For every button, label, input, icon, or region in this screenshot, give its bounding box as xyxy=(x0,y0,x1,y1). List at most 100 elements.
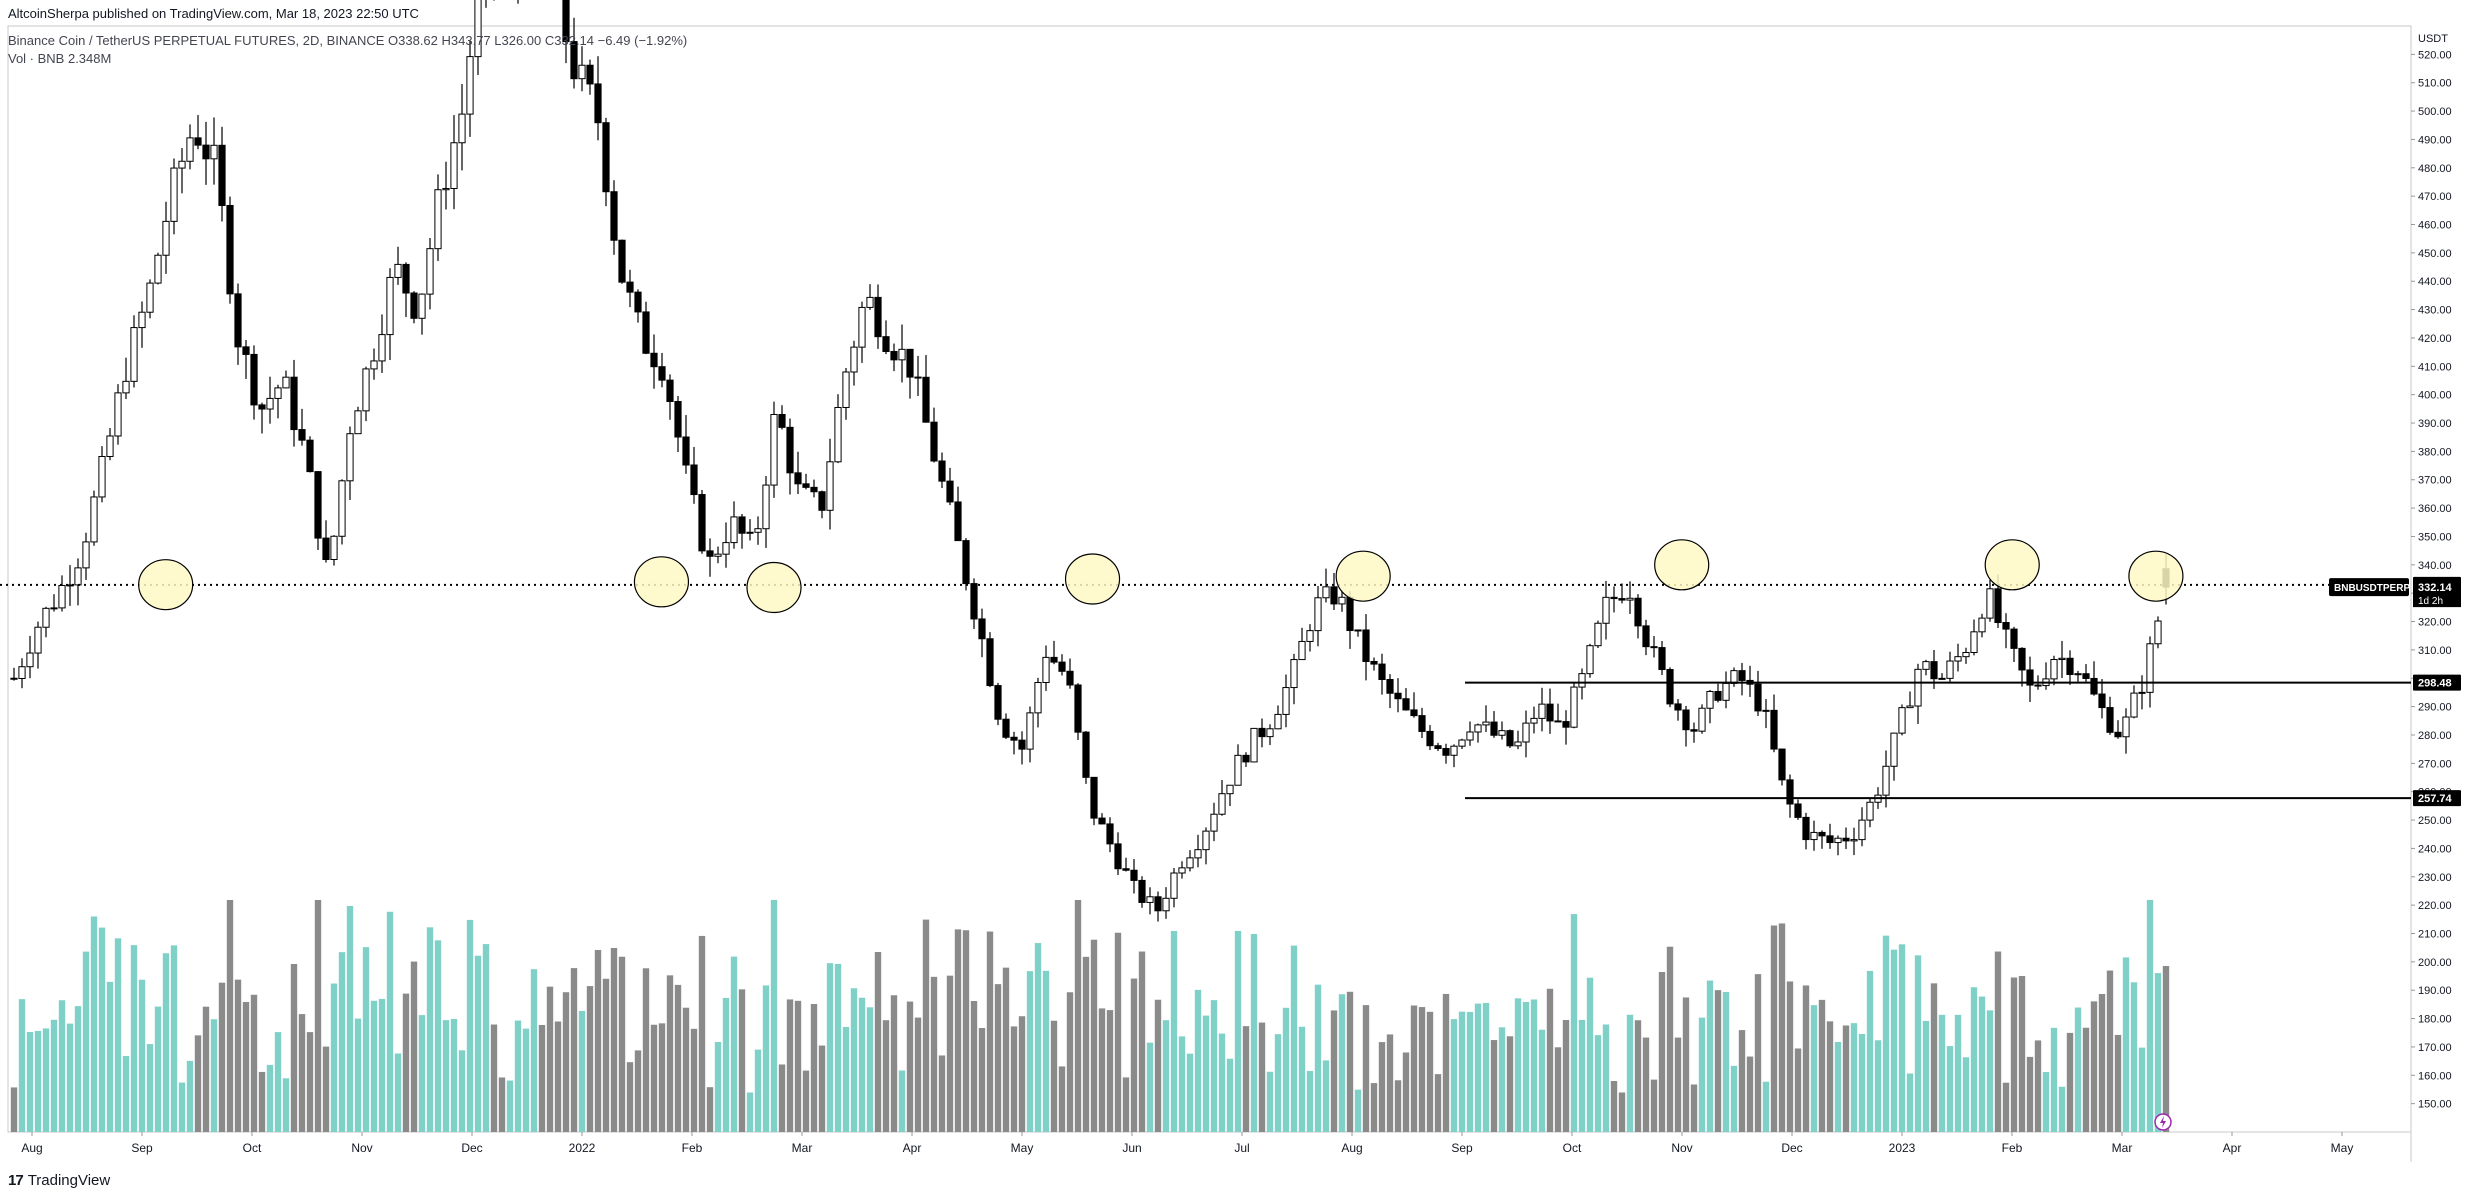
range-top-tag xyxy=(2413,674,2461,691)
candle-body xyxy=(1242,754,1250,763)
candle-body xyxy=(1290,659,1298,689)
volume-bar xyxy=(794,1000,802,1132)
volume-bar xyxy=(1770,925,1778,1132)
candle-body xyxy=(1362,629,1370,662)
price-tick-label: 400.00 xyxy=(2418,390,2452,402)
volume-bar xyxy=(2162,966,2170,1132)
candle-body xyxy=(1474,724,1482,733)
candle-body xyxy=(602,122,610,193)
volume-bar xyxy=(42,1028,50,1132)
candle-body xyxy=(634,291,642,313)
volume-bar xyxy=(2098,993,2106,1132)
alert-icon[interactable] xyxy=(2154,1113,2172,1131)
candle-body xyxy=(1586,645,1594,675)
tradingview-wordmark: TradingView xyxy=(27,1172,111,1189)
candle-body xyxy=(1970,631,1978,654)
volume-bar xyxy=(810,1004,818,1132)
candle-body xyxy=(82,541,90,569)
time-axis[interactable]: Aug Sep Oct Nov Dec 2022 Feb Mar Apr May Jun Jul Aug… xyxy=(21,1132,2353,1155)
volume-bar xyxy=(154,1006,162,1132)
volume-bar xyxy=(1450,1019,1458,1132)
candle-body xyxy=(2010,628,2018,649)
candle-body xyxy=(122,380,130,394)
volume-bar xyxy=(402,993,410,1132)
price-axis[interactable]: USDT 520.00 510.00 500.00 490.00 480.00 470.0… xyxy=(2411,33,2452,1111)
candle-body xyxy=(1394,692,1402,700)
volume-bar xyxy=(1338,994,1346,1132)
volume-bar xyxy=(610,947,618,1132)
volume-bar xyxy=(1930,983,1938,1132)
volume-bar xyxy=(314,900,322,1132)
volume-bar xyxy=(2114,1034,2122,1132)
volume-bar xyxy=(1538,1029,1546,1132)
candle-body xyxy=(1882,765,1890,796)
candle-body xyxy=(1706,690,1714,709)
candle-body xyxy=(1426,730,1434,747)
candle-body xyxy=(2002,622,2010,630)
candle-body xyxy=(1594,622,1602,647)
candle-body xyxy=(1922,661,1930,670)
volume-bar xyxy=(498,1077,506,1132)
volume-bar xyxy=(1650,1079,1658,1132)
volume-bar xyxy=(1354,1089,1362,1132)
candle-body xyxy=(1538,703,1546,719)
candle-body xyxy=(1322,586,1330,599)
highlight-circle xyxy=(138,559,194,611)
volume-bar xyxy=(978,1028,986,1132)
volume-bar xyxy=(906,1001,914,1132)
volume-bar xyxy=(1810,1005,1818,1132)
volume-bar xyxy=(1170,931,1178,1132)
candle-body xyxy=(1130,869,1138,881)
tradingview-logo[interactable]: 17 TradingView xyxy=(8,1172,110,1189)
candle-body xyxy=(1730,670,1738,684)
volume-bar xyxy=(954,929,962,1132)
candle-body xyxy=(74,567,82,586)
candle-body xyxy=(874,296,882,338)
volume-bar xyxy=(1794,1048,1802,1132)
candle-body xyxy=(386,276,394,336)
volume-bar xyxy=(138,979,146,1132)
volume-bar xyxy=(1786,981,1794,1132)
volume-bar xyxy=(218,982,226,1132)
volume-bar xyxy=(898,1070,906,1132)
volume-bar xyxy=(1346,991,1354,1132)
volume-bar xyxy=(2050,1027,2058,1132)
candle-body xyxy=(1938,677,1946,680)
candle-body xyxy=(90,496,98,543)
candle-body xyxy=(2138,691,2146,694)
price-tick-label: 180.00 xyxy=(2418,1014,2452,1026)
candle-body xyxy=(162,220,170,256)
volume-bar xyxy=(1714,990,1722,1132)
candle-body xyxy=(794,472,802,485)
candle-body xyxy=(842,371,850,408)
volume-bar xyxy=(354,1018,362,1132)
volume-bar xyxy=(450,1018,458,1132)
candle-body xyxy=(1418,715,1426,732)
candle-body xyxy=(1602,596,1610,624)
volume-bar xyxy=(962,930,970,1132)
volume-bar xyxy=(1242,1026,1250,1132)
volume-bar xyxy=(346,905,354,1132)
candle-body xyxy=(1146,896,1154,903)
candle-body xyxy=(2146,643,2154,693)
volume-bar xyxy=(58,1000,66,1132)
volume-bar xyxy=(1674,1037,1682,1132)
volume-bar xyxy=(1874,1040,1882,1132)
highlight-circle xyxy=(1335,550,1391,602)
candle-body xyxy=(706,550,714,557)
price-tick-label: 440.00 xyxy=(2418,276,2452,288)
candle-body xyxy=(290,376,298,431)
volume-legend[interactable]: Vol · BNB 2.348M xyxy=(8,51,112,66)
price-tick-label: 450.00 xyxy=(2418,248,2452,260)
volume-bar xyxy=(690,1028,698,1132)
candle-body xyxy=(1106,823,1114,845)
volume-bar xyxy=(1402,1052,1410,1132)
symbol-legend[interactable]: Binance Coin / TetherUS PERPETUAL FUTURE… xyxy=(8,33,688,48)
candle-body xyxy=(450,142,458,190)
candle-body xyxy=(938,460,946,482)
candle-body xyxy=(1186,857,1194,869)
candle-body xyxy=(994,685,1002,720)
volume-bar xyxy=(1202,1015,1210,1132)
price-tick-label: 380.00 xyxy=(2418,446,2452,458)
